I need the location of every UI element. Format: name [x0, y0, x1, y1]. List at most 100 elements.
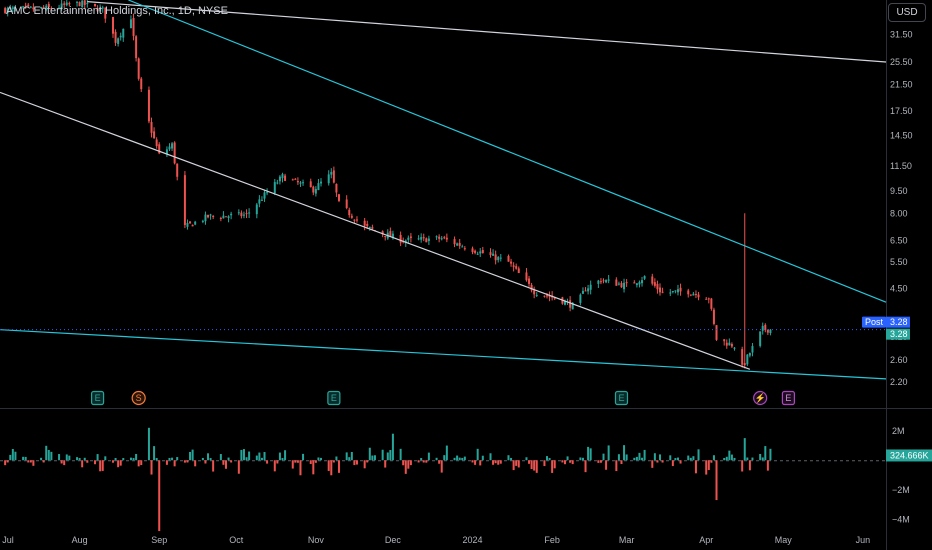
event-marker-earnings[interactable]	[614, 390, 629, 406]
candle-body	[494, 254, 497, 261]
candle-body	[743, 363, 746, 366]
volume-bar	[222, 460, 225, 465]
candle-body	[119, 35, 122, 38]
candle-body	[29, 6, 32, 8]
time-tick-label: Feb	[544, 535, 560, 545]
trendlines	[0, 0, 887, 380]
time-tick-label: Jul	[2, 535, 14, 545]
volume-bar	[551, 460, 554, 473]
candle-body	[140, 78, 143, 90]
candle-body	[83, 0, 86, 5]
volume-bar	[438, 460, 441, 464]
volume-bar	[525, 457, 528, 461]
price-tick-label: 8.00	[890, 208, 908, 218]
candle-body	[440, 238, 443, 240]
candle-body	[219, 217, 222, 219]
volume-bar	[625, 454, 628, 461]
volume-bar	[63, 460, 66, 466]
price-axis: 31.50 25.50 21.50 17.50 14.50 11.50 9.50 8.00 6.…	[890, 29, 913, 386]
volume-bar	[260, 457, 263, 461]
candle-body	[456, 243, 459, 246]
candle-body	[422, 237, 425, 239]
volume-bar	[499, 460, 502, 464]
candle-body	[314, 188, 317, 194]
candle-body	[751, 346, 754, 353]
candle-body	[276, 182, 279, 184]
volume-bar	[276, 460, 279, 464]
volume-bar	[27, 460, 30, 463]
volume-bar	[255, 455, 258, 461]
volume-bar	[489, 453, 492, 461]
volume-bar	[761, 457, 764, 461]
volume-bar	[561, 460, 564, 463]
volume-bar	[150, 460, 153, 475]
volume-bar	[515, 460, 518, 466]
volume-bar	[697, 449, 700, 461]
candle-body	[237, 212, 240, 214]
volume-bar	[353, 460, 356, 466]
volume-bar	[730, 454, 733, 461]
candle-body	[4, 8, 7, 14]
candle-body	[248, 212, 251, 214]
candle-body	[353, 219, 356, 221]
price-tick-label: 4.50	[890, 283, 908, 293]
volume-bar	[337, 460, 340, 473]
candle-body	[212, 215, 215, 217]
candle-body	[104, 7, 107, 19]
volume-bar	[769, 448, 772, 461]
volume-bar	[659, 454, 662, 461]
volume-tick-label: −4M	[892, 514, 910, 524]
time-tick-label: Sep	[151, 535, 167, 545]
candle-body	[42, 6, 45, 8]
volume-bar	[147, 427, 150, 461]
volume-bar	[302, 453, 305, 461]
volume-bar	[458, 457, 461, 461]
candle-body	[687, 290, 690, 295]
volume-bar	[245, 457, 248, 461]
volume-bar	[528, 460, 531, 464]
candle-body	[517, 268, 520, 274]
price-tick-label: 2.60	[890, 355, 908, 365]
volume-bar	[548, 458, 551, 461]
volume-bar	[420, 458, 423, 461]
last-price-tag	[886, 328, 910, 340]
candle-body	[515, 266, 518, 269]
candle-body	[76, 1, 79, 3]
event-marker-earnings[interactable]	[327, 390, 341, 406]
candle-body	[620, 283, 623, 288]
event-marker-dividend-split[interactable]	[131, 390, 146, 406]
currency-button[interactable]: USD	[888, 3, 926, 22]
event-marker-earnings-upcoming[interactable]	[781, 390, 796, 406]
time-tick-label: Dec	[385, 535, 402, 545]
last-price-label: 3.28	[890, 329, 908, 339]
volume-bar	[546, 456, 549, 461]
candle-body	[764, 324, 767, 330]
volume-bar	[687, 455, 690, 461]
candlestick-series	[4, 0, 772, 369]
candle-body	[384, 236, 387, 238]
event-marker-earnings[interactable]	[90, 390, 105, 406]
candle-body	[587, 288, 590, 292]
candle-body	[63, 3, 66, 5]
candle-body	[659, 287, 662, 293]
candle-body	[607, 279, 610, 281]
time-tick-label: Oct	[229, 535, 244, 545]
volume-bar	[679, 460, 682, 464]
event-marker-flash[interactable]	[753, 390, 768, 406]
candle-body	[337, 194, 340, 201]
candle-body	[224, 216, 227, 218]
volume-bar	[689, 457, 692, 461]
candle-body	[278, 176, 281, 182]
candle-body	[715, 325, 718, 340]
volume-bar	[712, 455, 715, 461]
volume-bar	[50, 451, 53, 461]
candle-body	[60, 3, 63, 8]
candle-body	[266, 192, 269, 194]
candle-body	[137, 58, 140, 79]
event-marker-label: E	[331, 393, 337, 403]
volume-bar	[384, 460, 387, 468]
post-price-tag	[886, 316, 910, 328]
price-tick-label: 21.50	[890, 79, 913, 89]
candle-body	[78, 2, 81, 7]
